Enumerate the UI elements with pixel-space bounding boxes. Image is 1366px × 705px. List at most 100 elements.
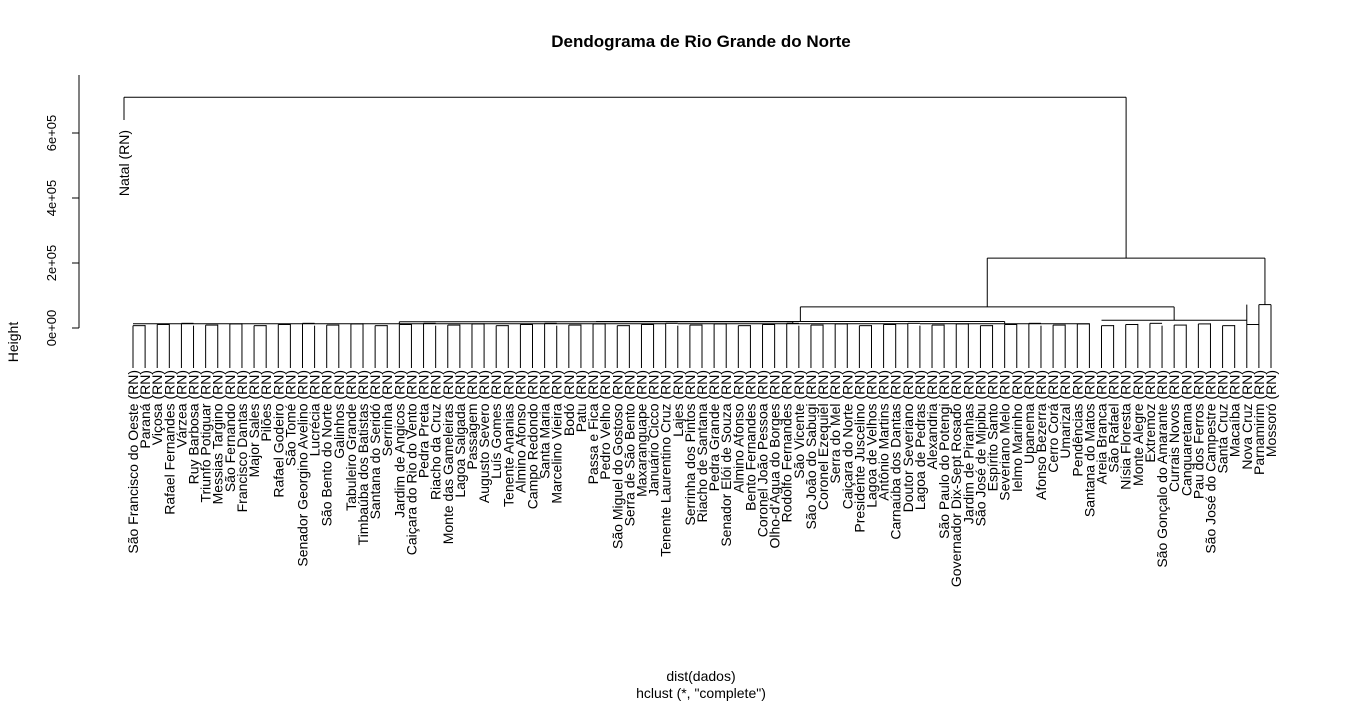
leaf-label: Upanema (RN) xyxy=(1021,370,1037,464)
y-tick-label: 4e+05 xyxy=(44,180,59,217)
leaf-label: Mossoró (RN) xyxy=(1263,370,1279,457)
leaf-label: Serra do Mel (RN) xyxy=(827,370,843,484)
leaf-label: Riacho da Cruz (RN) xyxy=(428,370,444,500)
leaf-label: São Fernando (RN) xyxy=(222,370,238,492)
leaf-label: Augusto Severo (RN) xyxy=(476,370,492,503)
leaf-label: Espírito Santo (RN) xyxy=(985,370,1001,491)
leaf-label: Lucrécia (RN) xyxy=(307,370,323,456)
leaf-labels: São Francisco do Oeste (RN)Paraná (RN)Vi… xyxy=(116,130,1279,587)
leaf-label: Triunfo Potiguar (RN) xyxy=(198,370,214,503)
leaf-label: Ielmo Marinho (RN) xyxy=(1009,370,1025,492)
leaf-label: Carnaúba dos Dantas (RN) xyxy=(888,370,904,540)
leaf-label: Santa Maria (RN) xyxy=(537,370,553,479)
leaf-label: São Vicente (RN) xyxy=(791,370,807,479)
leaf-label: Maxaranguape (RN) xyxy=(633,370,649,497)
leaf-label: Januário Cicco (RN) xyxy=(646,370,662,496)
leaf-label: Ruy Barbosa (RN) xyxy=(186,370,202,484)
leaf-label: Lagoa de Pedras (RN) xyxy=(912,370,928,510)
leaf-label: Nova Cruz (RN) xyxy=(1239,370,1255,470)
leaf-label: Parnamirim (RN) xyxy=(1251,370,1267,475)
leaf-label: Timbaúba dos Batistas (RN) xyxy=(355,370,371,545)
leaf-label: Marcelino Vieira (RN) xyxy=(549,370,565,504)
leaf-label: Pilões (RN) xyxy=(258,370,274,442)
leaf-label: Pedra Grande (RN) xyxy=(706,370,722,491)
leaf-label: Jardim de Angicos (RN) xyxy=(391,370,407,518)
leaf-label: Severiano Melo (RN) xyxy=(997,370,1013,501)
leaf-label: São Francisco do Oeste (RN) xyxy=(125,370,141,554)
leaf-label: Bento Fernandes (RN) xyxy=(742,370,758,511)
leaf-label: Serra de São Bento (RN) xyxy=(621,370,637,526)
leaf-label-natal: Natal (RN) xyxy=(116,130,132,196)
leaf-label: São José de Mipibu (RN) xyxy=(972,370,988,526)
leaf-label: Caiçara do Rio do Vento (RN) xyxy=(403,370,419,555)
leaf-label: Passa e Fica (RN) xyxy=(585,370,601,484)
leaf-label: Canguaretama (RN) xyxy=(1178,370,1194,496)
leaf-label: Antônio Martins (RN) xyxy=(876,370,892,501)
leaf-label: Cerro Corá (RN) xyxy=(1045,370,1061,473)
leaf-label: Patu (RN) xyxy=(573,370,589,432)
leaf-label: Viçosa (RN) xyxy=(149,370,165,445)
leaf-label: Rodolfo Fernandes (RN) xyxy=(779,370,795,523)
leaf-label: Caiçara do Norte (RN) xyxy=(839,370,855,509)
leaf-label: Pau dos Ferros (RN) xyxy=(1190,370,1206,499)
leaf-label: Santana do Matos (RN) xyxy=(1081,370,1097,517)
leaf-label: Currais Novos (RN) xyxy=(1166,370,1182,492)
leaf-label: Monte das Gameleiras (RN) xyxy=(440,370,456,544)
leaf-label: Paraná (RN) xyxy=(137,370,153,449)
leaf-label: São Tomé (RN) xyxy=(282,370,298,466)
leaf-label: Luís Gomes (RN) xyxy=(488,370,504,479)
leaf-label: São Paulo do Potengi (RN) xyxy=(936,370,952,539)
leaf-label: Major Sales (RN) xyxy=(246,370,262,477)
y-tick-label: 0e+00 xyxy=(44,310,59,347)
leaf-label: Galinhos (RN) xyxy=(331,370,347,459)
leaf-label: Areia Branca (RN) xyxy=(1094,370,1110,484)
leaf-label: Lagoa de Velhos (RN) xyxy=(863,370,879,508)
leaf-label: Nísia Floresta (RN) xyxy=(1118,370,1134,490)
leaf-label: São Miguel do Gostoso (RN) xyxy=(609,370,625,549)
leaf-label: Serrinha (RN) xyxy=(379,370,395,456)
y-axis: 0e+00 2e+05 4e+05 6e+05 xyxy=(44,75,80,347)
leaf-label: Tenente Laurentino Cruz (RN) xyxy=(658,370,674,557)
leaf-label: Macaíba (RN) xyxy=(1227,370,1243,457)
leaf-label: Almino Afonso (RN) xyxy=(730,370,746,493)
leaf-label: Várzea (RN) xyxy=(173,370,189,448)
leaf-label: Tabuleiro Grande (RN) xyxy=(343,370,359,511)
y-tick-label: 6e+05 xyxy=(44,115,59,152)
leaf-label: Doutor Severiano (RN) xyxy=(900,370,916,512)
x-axis-sublabel: hclust (*, "complete") xyxy=(636,685,766,701)
leaf-label: Olho-d'Água do Borges (RN) xyxy=(767,370,783,549)
leaf-label: Pendências (RN) xyxy=(1069,370,1085,477)
leaf-label: Passagem (RN) xyxy=(464,370,480,470)
leaf-label: Messias Targino (RN) xyxy=(210,370,226,504)
y-axis-label: Height xyxy=(5,322,21,363)
leaf-label: Governador Dix-Sept Rosado (RN) xyxy=(948,370,964,587)
leaf-label: Senador Georgino Avelino (RN) xyxy=(294,370,310,567)
leaf-label: Rafael Godeiro (RN) xyxy=(270,370,286,498)
leaf-label: Riacho de Santana (RN) xyxy=(694,370,710,523)
chart-title: Dendograma de Rio Grande do Norte xyxy=(551,32,850,51)
leaf-label: Coronel Ezequiel (RN) xyxy=(815,370,831,510)
leaf-label: Serrinha dos Pintos (RN) xyxy=(682,370,698,526)
leaf-label: São José do Campestre (RN) xyxy=(1202,370,1218,554)
leaf-label: São João do Sabugi (RN) xyxy=(803,370,819,530)
leaf-label: São Bento do Norte (RN) xyxy=(319,370,335,526)
leaf-label: Pedra Preta (RN) xyxy=(416,370,432,478)
leaf-label: Umarizal (RN) xyxy=(1057,370,1073,459)
y-tick-label: 2e+05 xyxy=(44,245,59,282)
leaf-label: Santa Cruz (RN) xyxy=(1215,370,1231,473)
leaf-label: Rafael Fernandes (RN) xyxy=(161,370,177,515)
leaf-label: Bodó (RN) xyxy=(561,370,577,436)
leaf-label: Almino Afonso (RN) xyxy=(512,370,528,493)
leaf-label: Pedro Velho (RN) xyxy=(597,370,613,480)
leaf-label: Alexandria (RN) xyxy=(924,370,940,470)
leaf-label: São Gonçalo do Amarante (RN) xyxy=(1154,370,1170,568)
leaf-label: São Rafael (RN) xyxy=(1106,370,1122,473)
leaf-label: Presidente Juscelino (RN) xyxy=(851,370,867,533)
leaf-label: Extremoz (RN) xyxy=(1142,370,1158,463)
leaf-label: Lagoa Salgada (RN) xyxy=(452,370,468,498)
leaf-label: Jardim de Piranhas (RN) xyxy=(960,370,976,524)
dendrogram-tree xyxy=(123,96,1272,368)
leaf-label: Afonso Bezerra (RN) xyxy=(1033,370,1049,500)
leaf-label: Francisco Dantas (RN) xyxy=(234,370,250,512)
